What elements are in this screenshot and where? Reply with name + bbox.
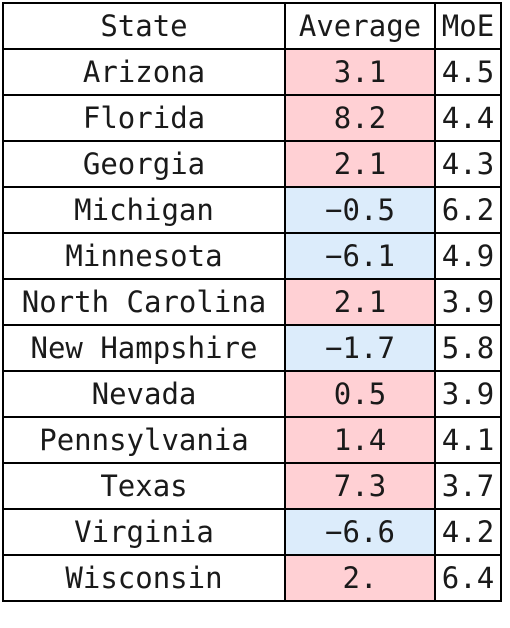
state-cell: North Carolina (2, 278, 286, 326)
average-cell: 8.2 (284, 94, 436, 142)
moe-cell: 4.5 (434, 48, 502, 96)
average-cell: −0.5 (284, 186, 436, 234)
state-cell: Wisconsin (2, 554, 286, 602)
table-row: Minnesota −6.1 4.9 (2, 232, 502, 280)
average-cell: 2.1 (284, 140, 436, 188)
moe-cell: 5.8 (434, 324, 502, 372)
table-row: Pennsylvania 1.4 4.1 (2, 416, 502, 464)
moe-cell: 3.7 (434, 462, 502, 510)
state-cell: Pennsylvania (2, 416, 286, 464)
table-row: Wisconsin 2. 6.4 (2, 554, 502, 602)
header-row: State Average MoE (2, 2, 502, 50)
moe-cell: 4.2 (434, 508, 502, 556)
state-cell: Arizona (2, 48, 286, 96)
table-body: Arizona 3.1 4.5 Florida 8.2 4.4 Georgia 2.1 4.3 M… (2, 48, 502, 602)
table-row: Nevada 0.5 3.9 (2, 370, 502, 418)
table-row: North Carolina 2.1 3.9 (2, 278, 502, 326)
table-row: New Hampshire −1.7 5.8 (2, 324, 502, 372)
average-cell: −6.6 (284, 508, 436, 556)
table-row: Virginia −6.6 4.2 (2, 508, 502, 556)
state-cell: Minnesota (2, 232, 286, 280)
state-cell: Georgia (2, 140, 286, 188)
moe-cell: 6.4 (434, 554, 502, 602)
state-cell: Florida (2, 94, 286, 142)
table-row: Arizona 3.1 4.5 (2, 48, 502, 96)
average-cell: 2.1 (284, 278, 436, 326)
table-row: Michigan −0.5 6.2 (2, 186, 502, 234)
state-column-header: State (2, 2, 286, 50)
state-cell: Virginia (2, 508, 286, 556)
table-row: Florida 8.2 4.4 (2, 94, 502, 142)
average-cell: 0.5 (284, 370, 436, 418)
average-cell: 3.1 (284, 48, 436, 96)
state-cell: Michigan (2, 186, 286, 234)
moe-cell: 4.9 (434, 232, 502, 280)
polling-average-table: State Average MoE Arizona 3.1 4.5 Florida 8.… (2, 2, 502, 602)
average-cell: 7.3 (284, 462, 436, 510)
state-cell: Nevada (2, 370, 286, 418)
average-cell: 2. (284, 554, 436, 602)
average-cell: −1.7 (284, 324, 436, 372)
average-cell: −6.1 (284, 232, 436, 280)
average-column-header: Average (284, 2, 436, 50)
average-cell: 1.4 (284, 416, 436, 464)
state-cell: Texas (2, 462, 286, 510)
table-row: Texas 7.3 3.7 (2, 462, 502, 510)
moe-cell: 3.9 (434, 278, 502, 326)
state-cell: New Hampshire (2, 324, 286, 372)
moe-cell: 4.4 (434, 94, 502, 142)
moe-cell: 4.1 (434, 416, 502, 464)
moe-cell: 6.2 (434, 186, 502, 234)
moe-column-header: MoE (434, 2, 502, 50)
moe-cell: 4.3 (434, 140, 502, 188)
table-row: Georgia 2.1 4.3 (2, 140, 502, 188)
moe-cell: 3.9 (434, 370, 502, 418)
